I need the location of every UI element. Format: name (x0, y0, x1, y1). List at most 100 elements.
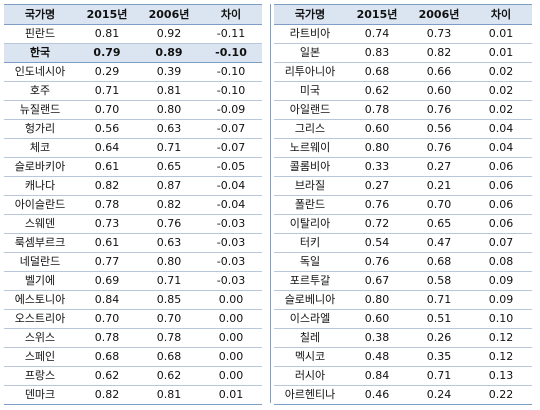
cell-country: 스웨덴 (4, 214, 76, 234)
cell-diff: 0.02 (470, 81, 532, 101)
cell-country: 미국 (274, 81, 346, 101)
left-header-row: 국가명 2015년 2006년 차이 (4, 4, 262, 25)
cell-2006: 0.82 (138, 195, 200, 215)
cell-2006: 0.65 (138, 157, 200, 177)
cell-2015: 0.48 (346, 347, 408, 367)
cell-country: 아이슬란드 (4, 195, 76, 215)
cell-2015: 0.76 (346, 252, 408, 272)
cell-country: 라트비아 (274, 24, 346, 44)
cell-country: 호주 (4, 81, 76, 101)
cell-2006: 0.62 (138, 366, 200, 386)
cell-2006: 0.78 (138, 328, 200, 348)
cell-2015: 0.80 (346, 290, 408, 310)
table-row: 아일랜드 0.78 0.76 0.02 (274, 100, 532, 120)
cell-diff: 0.08 (470, 252, 532, 272)
table-row: 슬로바키아 0.61 0.65 -0.05 (4, 157, 262, 177)
table-row: 캐나다 0.82 0.87 -0.04 (4, 176, 262, 196)
cell-country: 오스트리아 (4, 309, 76, 329)
cell-2006: 0.27 (408, 157, 470, 177)
table-row: 핀란드 0.81 0.92 -0.11 (4, 24, 262, 44)
cell-2015: 0.27 (346, 176, 408, 196)
cell-2015: 0.68 (76, 347, 138, 367)
cell-2006: 0.63 (138, 233, 200, 253)
table-row: 인도네시아 0.29 0.39 -0.10 (4, 62, 262, 82)
table-row: 호주 0.71 0.81 -0.10 (4, 81, 262, 101)
cell-2015: 0.76 (346, 195, 408, 215)
table-row: 미국 0.62 0.60 0.02 (274, 81, 532, 101)
cell-diff: -0.05 (200, 157, 262, 177)
header-2015: 2015년 (76, 4, 138, 25)
cell-2015: 0.61 (76, 157, 138, 177)
cell-2006: 0.39 (138, 62, 200, 82)
cell-diff: -0.10 (200, 62, 262, 82)
cell-2015: 0.46 (346, 385, 408, 405)
cell-diff: -0.09 (200, 100, 262, 120)
cell-diff: 0.00 (200, 366, 262, 386)
cell-country: 아르헨티나 (274, 385, 346, 405)
cell-diff: 0.01 (200, 385, 262, 405)
cell-2006: 0.71 (138, 271, 200, 291)
cell-diff: 0.13 (470, 366, 532, 386)
cell-2015: 0.78 (76, 195, 138, 215)
cell-2015: 0.67 (346, 271, 408, 291)
table-row: 슬로베니아 0.80 0.71 0.09 (274, 290, 532, 310)
table-row: 그리스 0.60 0.56 0.04 (274, 119, 532, 139)
cell-country: 룩셈부르크 (4, 233, 76, 253)
cell-2006: 0.82 (408, 43, 470, 63)
table-row: 덴마크 0.82 0.81 0.01 (4, 385, 262, 405)
header-diff: 차이 (200, 4, 262, 25)
cell-2006: 0.73 (408, 24, 470, 44)
cell-country: 헝가리 (4, 119, 76, 139)
cell-2006: 0.76 (408, 138, 470, 158)
cell-diff: 0.09 (470, 271, 532, 291)
cell-2015: 0.56 (76, 119, 138, 139)
table-row: 독일 0.76 0.68 0.08 (274, 252, 532, 272)
cell-2006: 0.81 (138, 385, 200, 405)
cell-2006: 0.26 (408, 328, 470, 348)
cell-diff: 0.00 (200, 347, 262, 367)
cell-country: 터키 (274, 233, 346, 253)
cell-2015: 0.84 (76, 290, 138, 310)
cell-2015: 0.62 (76, 366, 138, 386)
cell-2006: 0.21 (408, 176, 470, 196)
cell-country: 한국 (4, 43, 76, 63)
cell-country: 독일 (274, 252, 346, 272)
cell-diff: -0.03 (200, 252, 262, 272)
cell-diff: 0.02 (470, 62, 532, 82)
left-table: 국가명 2015년 2006년 차이 핀란드 0.81 0.92 -0.11 한국 0.7… (4, 4, 262, 405)
table-row: 이스라엘 0.60 0.51 0.10 (274, 309, 532, 329)
cell-2006: 0.76 (408, 100, 470, 120)
table-row: 체코 0.64 0.71 -0.07 (4, 138, 262, 158)
cell-2015: 0.82 (76, 176, 138, 196)
cell-country: 그리스 (274, 119, 346, 139)
cell-country: 콜롬비아 (274, 157, 346, 177)
cell-2015: 0.80 (346, 138, 408, 158)
cell-diff: -0.07 (200, 138, 262, 158)
table-row: 벨기에 0.69 0.71 -0.03 (4, 271, 262, 291)
cell-2015: 0.73 (76, 214, 138, 234)
cell-2015: 0.84 (346, 366, 408, 386)
header-2015: 2015년 (346, 4, 408, 25)
cell-2006: 0.87 (138, 176, 200, 196)
cell-diff: 0.12 (470, 347, 532, 367)
right-table-body: 라트비아 0.74 0.73 0.01 일본 0.83 0.82 0.01 리투아니아 0.68 0… (274, 24, 532, 405)
cell-country: 스페인 (4, 347, 76, 367)
cell-diff: 0.00 (200, 309, 262, 329)
cell-2006: 0.68 (138, 347, 200, 367)
cell-2015: 0.83 (346, 43, 408, 63)
cell-2006: 0.58 (408, 271, 470, 291)
table-divider (270, 4, 271, 403)
table-row: 일본 0.83 0.82 0.01 (274, 43, 532, 63)
table-row: 헝가리 0.56 0.63 -0.07 (4, 119, 262, 139)
cell-2015: 0.71 (76, 81, 138, 101)
cell-diff: 0.01 (470, 24, 532, 44)
cell-country: 슬로바키아 (4, 157, 76, 177)
cell-diff: -0.10 (200, 43, 262, 63)
cell-2006: 0.65 (408, 214, 470, 234)
cell-diff: -0.03 (200, 233, 262, 253)
cell-2006: 0.71 (408, 366, 470, 386)
cell-country: 칠레 (274, 328, 346, 348)
cell-diff: 0.12 (470, 328, 532, 348)
header-diff: 차이 (470, 4, 532, 25)
cell-2006: 0.81 (138, 81, 200, 101)
